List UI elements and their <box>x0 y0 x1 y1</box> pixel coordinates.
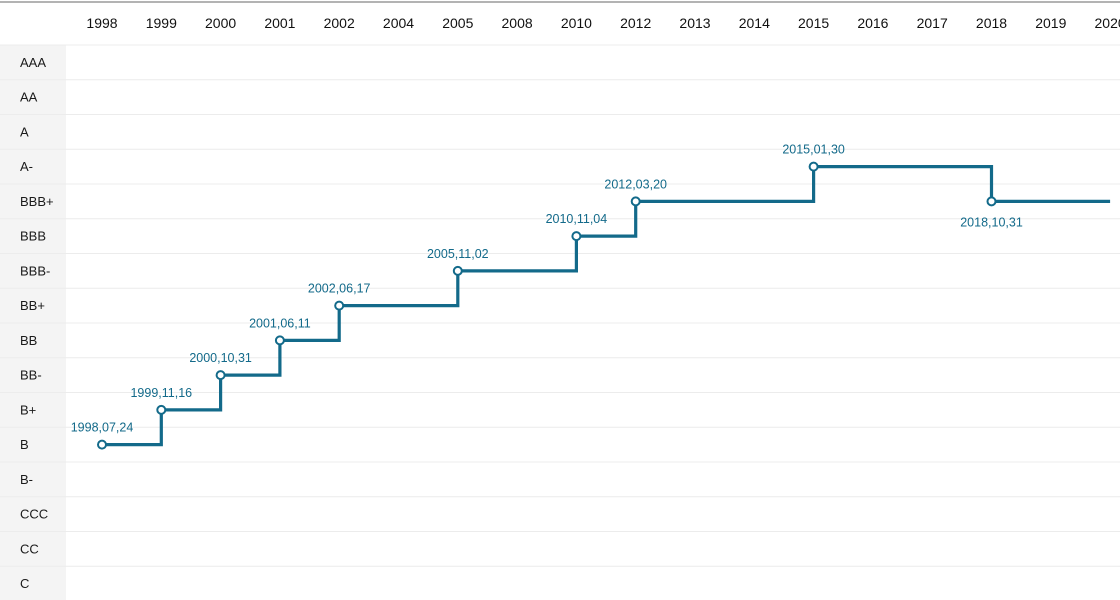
rating-change-labels: 1998,07,24 1999,11,16 2000,10,31 2001,06,11… <box>71 143 1023 435</box>
x-tick-label: 2018 <box>976 15 1007 31</box>
rating-change-date-label: 2010,11,04 <box>546 212 608 226</box>
y-tick-label: BBB <box>20 229 46 244</box>
rating-change-date-label: 1999,11,16 <box>130 386 192 400</box>
rating-change-date-label: 2012,03,20 <box>604 177 667 191</box>
rating-change-marker <box>215 370 226 381</box>
y-tick-label: B- <box>20 472 33 487</box>
rating-change-date-label: 2005,11,02 <box>427 247 489 261</box>
x-tick-label: 2017 <box>917 15 948 31</box>
x-tick-label: 2010 <box>561 15 592 31</box>
rating-change-date-label: 2001,06,11 <box>249 316 311 330</box>
x-tick-label: 2012 <box>620 15 651 31</box>
rating-series <box>102 165 1111 447</box>
y-tick-label: AA <box>20 90 38 105</box>
rating-change-marker <box>334 300 345 311</box>
x-tick-label: 1999 <box>146 15 177 31</box>
x-tick-label: 1998 <box>86 15 117 31</box>
x-tick-label: 2013 <box>679 15 710 31</box>
rating-change-date-label: 1998,07,24 <box>71 421 134 435</box>
x-tick-label: 2016 <box>857 15 888 31</box>
rating-change-date-label: 2015,01,30 <box>782 143 845 157</box>
y-tick-label: B <box>20 437 29 452</box>
rating-change-marker <box>986 196 997 207</box>
rating-step-line <box>102 165 1111 447</box>
x-axis-ticks: 1998 1999 2000 2001 2002 2004 2005 2008 2010 2012… <box>86 15 1120 31</box>
x-tick-label: 2001 <box>264 15 295 31</box>
y-tick-label: CC <box>20 541 39 556</box>
rating-change-marker <box>630 196 641 207</box>
rating-change-marker <box>808 161 819 172</box>
rating-change-marker <box>274 335 285 346</box>
x-tick-label: 2004 <box>383 15 414 31</box>
x-tick-label: 2008 <box>502 15 533 31</box>
rating-change-points <box>97 161 997 450</box>
y-tick-label: AAA <box>20 55 46 70</box>
y-tick-label: A <box>20 124 29 139</box>
x-tick-label: 2019 <box>1035 15 1066 31</box>
rating-change-date-label: 2002,06,17 <box>308 282 371 296</box>
y-tick-label: CCC <box>20 507 48 522</box>
y-tick-label: A- <box>20 159 33 174</box>
y-tick-label: BBB- <box>20 263 50 278</box>
x-tick-label: 2002 <box>324 15 355 31</box>
rating-change-date-label: 2000,10,31 <box>189 351 252 365</box>
y-tick-label: BB+ <box>20 298 45 313</box>
x-tick-label: 2000 <box>205 15 236 31</box>
x-tick-label: 2014 <box>739 15 770 31</box>
rating-change-marker <box>452 265 463 276</box>
rating-change-marker <box>156 404 167 415</box>
x-tick-label: 2015 <box>798 15 829 31</box>
x-tick-label: 2005 <box>442 15 473 31</box>
rating-change-marker <box>571 231 582 242</box>
y-tick-label: B+ <box>20 402 36 417</box>
y-tick-label: C <box>20 576 29 591</box>
y-tick-label: BB- <box>20 368 42 383</box>
y-tick-label: BB <box>20 333 37 348</box>
rating-change-date-label: 2018,10,31 <box>960 215 1023 229</box>
rating-change-marker <box>97 439 107 450</box>
y-tick-label: BBB+ <box>20 194 54 209</box>
